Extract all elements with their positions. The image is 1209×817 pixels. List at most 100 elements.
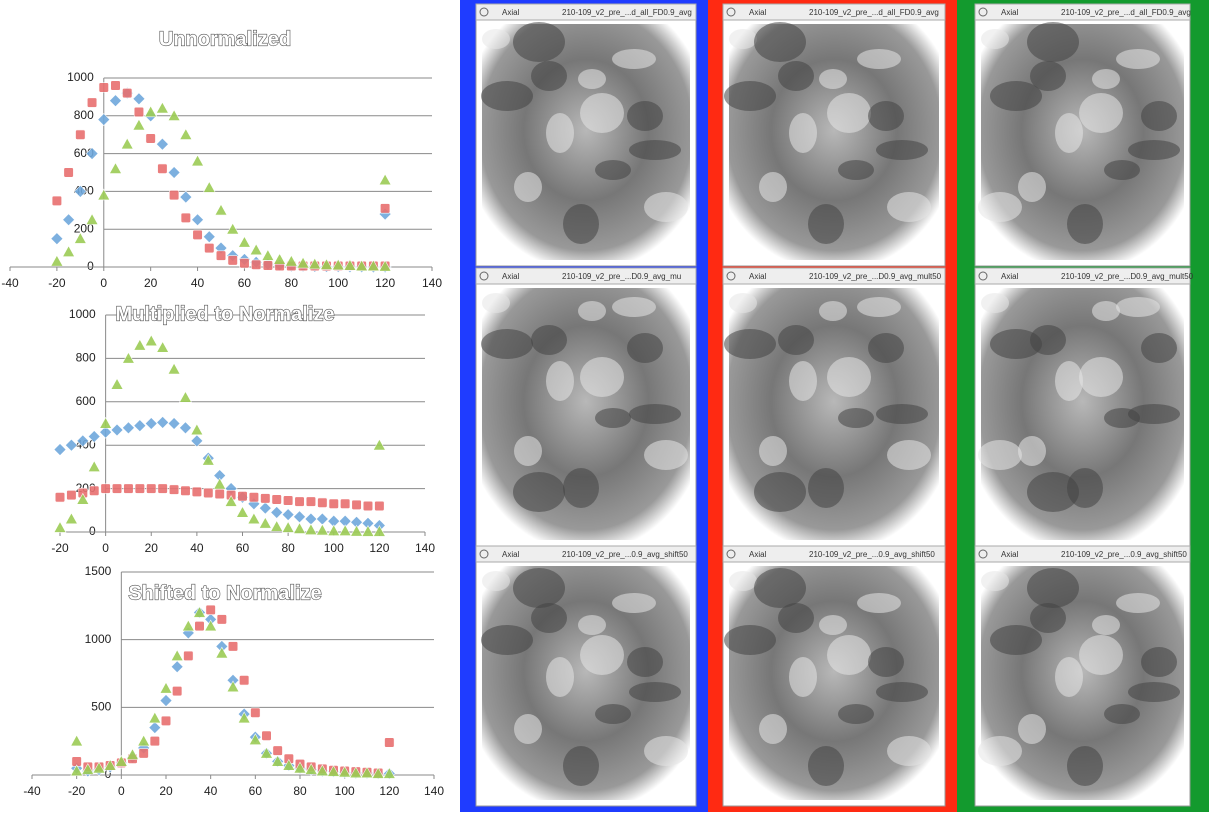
tissue-blob bbox=[627, 333, 663, 363]
image-panel: Axial 210-109_v2_pre_...d_all_FD0.9_avg bbox=[974, 3, 1191, 267]
x-tick-label: 100 bbox=[324, 541, 344, 555]
tissue-blob bbox=[1079, 93, 1123, 133]
tissue-blob bbox=[868, 647, 904, 677]
point bbox=[317, 497, 328, 508]
tissue-blob bbox=[887, 192, 931, 222]
point bbox=[169, 190, 180, 201]
x-tick-label: 140 bbox=[424, 784, 444, 798]
point bbox=[148, 711, 162, 724]
panel-header bbox=[974, 545, 1191, 563]
point bbox=[258, 516, 272, 529]
point bbox=[159, 681, 173, 694]
tissue-blob bbox=[1141, 101, 1177, 131]
tissue-blob bbox=[778, 325, 814, 355]
point bbox=[98, 82, 109, 93]
point bbox=[204, 243, 215, 254]
point bbox=[270, 506, 284, 519]
tissue-blob bbox=[612, 49, 656, 69]
point bbox=[201, 453, 215, 466]
point bbox=[227, 255, 238, 266]
file-label: 210-109_v2_pre_...d_all_FD0.9_avg bbox=[1061, 8, 1191, 17]
tissue-blob bbox=[724, 329, 776, 359]
eye-icon bbox=[479, 271, 489, 281]
point bbox=[167, 417, 181, 430]
point bbox=[202, 230, 216, 244]
point bbox=[172, 685, 183, 697]
point bbox=[85, 213, 99, 225]
file-label: 210-109_v2_pre_...0.9_avg_shift50 bbox=[1061, 550, 1187, 559]
point bbox=[97, 113, 111, 127]
point bbox=[70, 734, 84, 747]
point bbox=[262, 260, 273, 271]
tissue-blob bbox=[876, 682, 928, 702]
point bbox=[194, 621, 205, 632]
point bbox=[134, 483, 145, 494]
point bbox=[226, 680, 240, 693]
x-tick-label: 80 bbox=[293, 784, 307, 798]
tissue-blob bbox=[482, 29, 510, 49]
point bbox=[338, 765, 352, 778]
tissue-blob bbox=[778, 61, 814, 91]
point bbox=[132, 92, 146, 106]
tissue-blob bbox=[819, 69, 847, 89]
point bbox=[157, 163, 168, 174]
point bbox=[181, 619, 195, 632]
point bbox=[110, 80, 121, 91]
point bbox=[350, 524, 364, 537]
tissue-blob bbox=[644, 192, 688, 222]
view-label: Axial bbox=[749, 272, 767, 281]
y-tick-label: 200 bbox=[74, 221, 94, 235]
point bbox=[192, 605, 207, 618]
tissue-blob bbox=[578, 69, 606, 89]
point bbox=[133, 338, 147, 351]
tissue-blob bbox=[754, 472, 806, 512]
point bbox=[293, 761, 307, 774]
point bbox=[237, 491, 248, 502]
tissue-blob bbox=[595, 160, 631, 180]
point bbox=[355, 259, 369, 272]
point bbox=[315, 512, 329, 526]
point bbox=[191, 154, 205, 167]
tissue-blob bbox=[531, 325, 567, 355]
y-tick-label: 600 bbox=[76, 394, 96, 408]
point bbox=[53, 521, 67, 533]
point bbox=[235, 505, 250, 518]
point bbox=[122, 421, 135, 435]
tissue-blob bbox=[729, 29, 757, 49]
image-panel: Axial 210-109_v2_pre_...D0.9_avg_mult50 bbox=[974, 267, 1194, 547]
view-label: Axial bbox=[1001, 8, 1019, 17]
point bbox=[351, 499, 362, 510]
panel-header bbox=[974, 3, 1191, 21]
tissue-blob bbox=[627, 101, 663, 131]
point bbox=[170, 660, 184, 674]
point bbox=[239, 258, 250, 269]
point bbox=[296, 256, 310, 269]
point bbox=[360, 766, 374, 779]
x-tick-label: 140 bbox=[415, 541, 435, 555]
panel-header bbox=[722, 267, 946, 285]
tissue-blob bbox=[563, 204, 599, 244]
eye-icon bbox=[479, 549, 489, 559]
image-panel: Axial 210-109_v2_pre_...0.9_avg_shift50 bbox=[722, 545, 946, 807]
tissue-blob bbox=[808, 468, 844, 508]
tissue-blob bbox=[514, 714, 542, 744]
view-label: Axial bbox=[749, 550, 767, 559]
tissue-blob bbox=[1067, 746, 1103, 786]
point bbox=[179, 421, 192, 435]
point bbox=[191, 486, 202, 497]
point bbox=[145, 133, 156, 144]
point bbox=[372, 524, 386, 537]
point bbox=[384, 737, 395, 748]
x-tick-label: 60 bbox=[236, 541, 250, 555]
tissue-blob bbox=[838, 704, 874, 724]
point bbox=[51, 195, 62, 206]
x-tick-label: 20 bbox=[159, 784, 173, 798]
y-tick-label: 1000 bbox=[67, 70, 94, 84]
tissue-blob bbox=[1104, 160, 1140, 180]
file-label: 210-109_v2_pre_...D0.9_avg_mult50 bbox=[1061, 272, 1194, 281]
tissue-blob bbox=[1079, 357, 1123, 397]
tissue-blob bbox=[754, 22, 806, 62]
point bbox=[271, 754, 285, 767]
point bbox=[86, 97, 98, 108]
point bbox=[374, 500, 385, 512]
